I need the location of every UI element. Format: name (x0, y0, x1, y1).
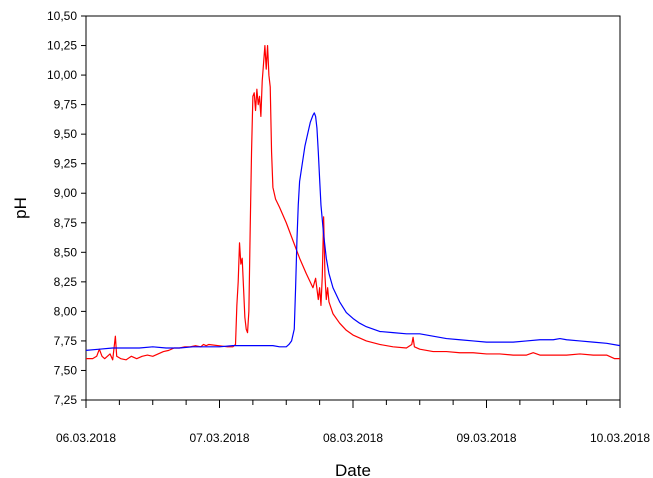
y-tick-label: 7,50 (54, 363, 78, 377)
y-axis: 7,25 7,50 7,75 8,00 8,25 8,50 8,75 9,00 9,25 9,50… (47, 9, 86, 407)
y-tick-label: 9,25 (54, 157, 78, 171)
x-tick-label: 10.03.2018 (590, 431, 650, 445)
y-tick-label: 8,75 (54, 216, 78, 230)
x-axis-title: Date (335, 461, 371, 478)
y-tick-label: 10,25 (47, 39, 77, 53)
series-line-1 (86, 44, 620, 361)
x-tick-label: 07.03.2018 (189, 431, 249, 445)
y-axis-title: pH (11, 197, 30, 219)
x-tick-label: 09.03.2018 (456, 431, 516, 445)
y-tick-label: 10,50 (47, 9, 77, 23)
series-layer (85, 44, 621, 361)
series-line-2 (85, 112, 621, 351)
y-tick-label: 8,25 (54, 275, 78, 289)
y-tick-label: 9,00 (54, 186, 78, 200)
y-tick-label: 10,00 (47, 68, 77, 82)
y-tick-label: 7,25 (54, 393, 78, 407)
plot-frame (85, 15, 621, 401)
y-tick-label: 8,00 (54, 304, 78, 318)
y-tick-label: 9,75 (54, 98, 78, 112)
y-tick-label: 7,75 (54, 334, 78, 348)
y-tick-label: 8,50 (54, 245, 78, 259)
x-axis: 06.03.2018 07.03.2018 08.03.2018 09.03.2018… (56, 400, 650, 445)
x-tick-label: 08.03.2018 (323, 431, 383, 445)
x-tick-label: 06.03.2018 (56, 431, 116, 445)
y-tick-label: 9,50 (54, 127, 78, 141)
